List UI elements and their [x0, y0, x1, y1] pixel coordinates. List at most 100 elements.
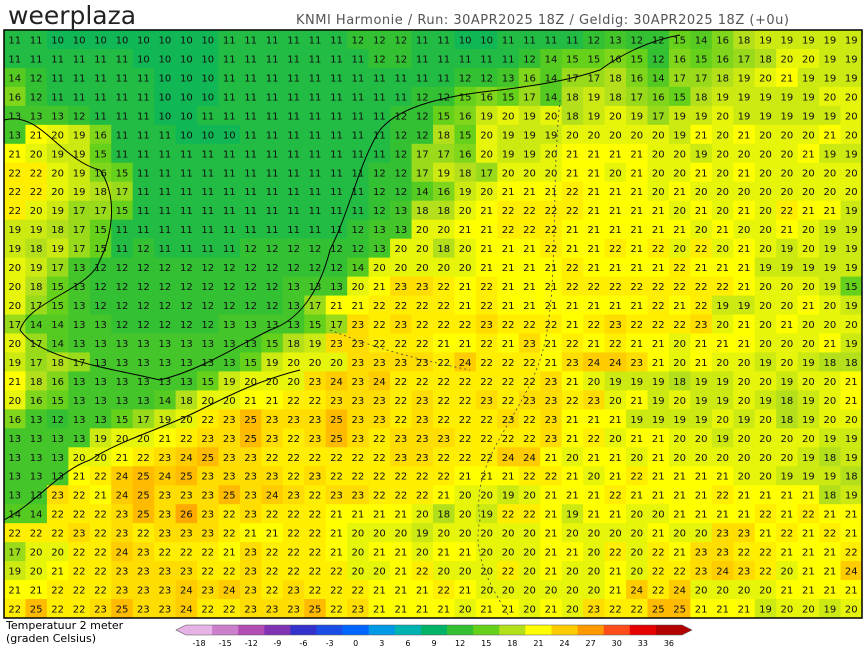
temperature-cell [304, 105, 327, 126]
temperature-cell [733, 276, 756, 297]
temperature-value: 21 [695, 130, 708, 141]
temperature-value: 23 [416, 282, 429, 293]
run-info: KNMI Harmonie / Run: 30APR2025 18Z / Gel… [296, 13, 789, 28]
temperature-cell [154, 30, 177, 50]
temperature-value: 21 [673, 472, 686, 483]
temperature-value: 18 [30, 377, 43, 388]
temperature-value: 22 [480, 301, 493, 312]
temperature-value: 19 [781, 377, 794, 388]
temperature-value: 20 [545, 586, 558, 597]
temperature-value: 22 [8, 206, 21, 217]
temperature-value: 21 [759, 529, 772, 540]
temperature-value: 13 [51, 472, 64, 483]
temperature-value: 20 [759, 282, 772, 293]
temperature-value: 20 [759, 225, 772, 236]
temperature-value: 11 [223, 54, 236, 65]
temperature-cell [540, 276, 563, 297]
temperature-value: 21 [781, 491, 794, 502]
temperature-value: 21 [437, 605, 450, 616]
temperature-cell [4, 124, 26, 145]
temperature-value: 11 [137, 111, 150, 122]
temperature-value: 22 [223, 510, 236, 521]
temperature-value: 19 [480, 510, 493, 521]
temperature-value: 23 [416, 396, 429, 407]
temperature-cell [347, 238, 370, 259]
temperature-cell [497, 105, 520, 126]
temperature-cell [711, 162, 734, 183]
temperature-value: 15 [437, 111, 450, 122]
temperature-value: 13 [287, 320, 300, 331]
temperature-cell [25, 200, 48, 221]
temperature-cell [819, 48, 842, 69]
temperature-value: 22 [459, 434, 472, 445]
temperature-value: 22 [309, 529, 322, 540]
temperature-value: 16 [652, 92, 665, 103]
temperature-value: 23 [330, 491, 343, 502]
temperature-value: 13 [94, 320, 107, 331]
temperature-value: 17 [73, 225, 86, 236]
temperature-value: 19 [823, 282, 836, 293]
temperature-cell [261, 200, 284, 221]
temperature-value: 21 [373, 510, 386, 521]
temperature-value: 20 [437, 225, 450, 236]
temperature-value: 21 [609, 567, 622, 578]
temperature-cell [197, 314, 219, 334]
temperature-value: 14 [695, 35, 708, 46]
temperature-value: 21 [545, 339, 558, 350]
temperature-value: 23 [223, 434, 236, 445]
temperature-value: 23 [244, 453, 257, 464]
temperature-value: 23 [244, 491, 257, 502]
temperature-value: 11 [330, 111, 343, 122]
temperature-cell [304, 67, 327, 88]
temperature-cell [475, 295, 498, 316]
temperature-cell [218, 276, 241, 297]
temperature-cell [776, 181, 799, 202]
temperature-cell [754, 162, 777, 183]
temperature-cell [89, 276, 112, 297]
temperature-cell [347, 181, 370, 202]
temperature-value: 20 [845, 130, 858, 141]
temperature-value: 21 [373, 282, 386, 293]
temperature-value: 20 [373, 529, 386, 540]
temperature-value: 21 [716, 339, 729, 350]
temperature-cell [111, 219, 134, 240]
temperature-cell [475, 181, 498, 202]
temperature-cell [561, 181, 584, 202]
temperature-cell [518, 276, 541, 297]
temperature-cell [840, 276, 863, 297]
temperature-value: 20 [523, 586, 536, 597]
temperature-value: 20 [8, 339, 21, 350]
temperature-cell [604, 67, 627, 88]
legend-title: (graden Celsius) [6, 632, 96, 645]
temperature-cell [518, 124, 541, 145]
temperature-value: 20 [759, 301, 772, 312]
temperature-value: 21 [523, 301, 536, 312]
temperature-value: 22 [309, 491, 322, 502]
temperature-value: 21 [545, 358, 558, 369]
temperature-value: 22 [266, 586, 279, 597]
temperature-value: 10 [201, 54, 214, 65]
temperature-cell [46, 200, 69, 221]
temperature-value: 21 [480, 263, 493, 274]
temperature-cell [68, 295, 91, 316]
temperature-value: 10 [159, 73, 172, 84]
temperature-value: 20 [480, 548, 493, 559]
temperature-value: 20 [437, 567, 450, 578]
temperature-value: 22 [695, 301, 708, 312]
temperature-cell [433, 162, 455, 183]
temperature-value: 23 [480, 320, 493, 331]
temperature-value: 23 [201, 434, 214, 445]
temperature-cell [132, 295, 155, 316]
temperature-value: 19 [802, 92, 815, 103]
temperature-cell [325, 257, 348, 278]
temperature-value: 21 [759, 491, 772, 502]
temperature-value: 20 [459, 206, 472, 217]
temperature-value: 16 [716, 35, 729, 46]
temperature-value: 11 [266, 168, 279, 179]
temperature-value: 20 [459, 605, 472, 616]
temperature-cell [282, 105, 305, 126]
temperature-value: 13 [287, 301, 300, 312]
temperature-value: 22 [330, 605, 343, 616]
temperature-cell [261, 181, 284, 202]
temperature-value: 12 [159, 301, 172, 312]
